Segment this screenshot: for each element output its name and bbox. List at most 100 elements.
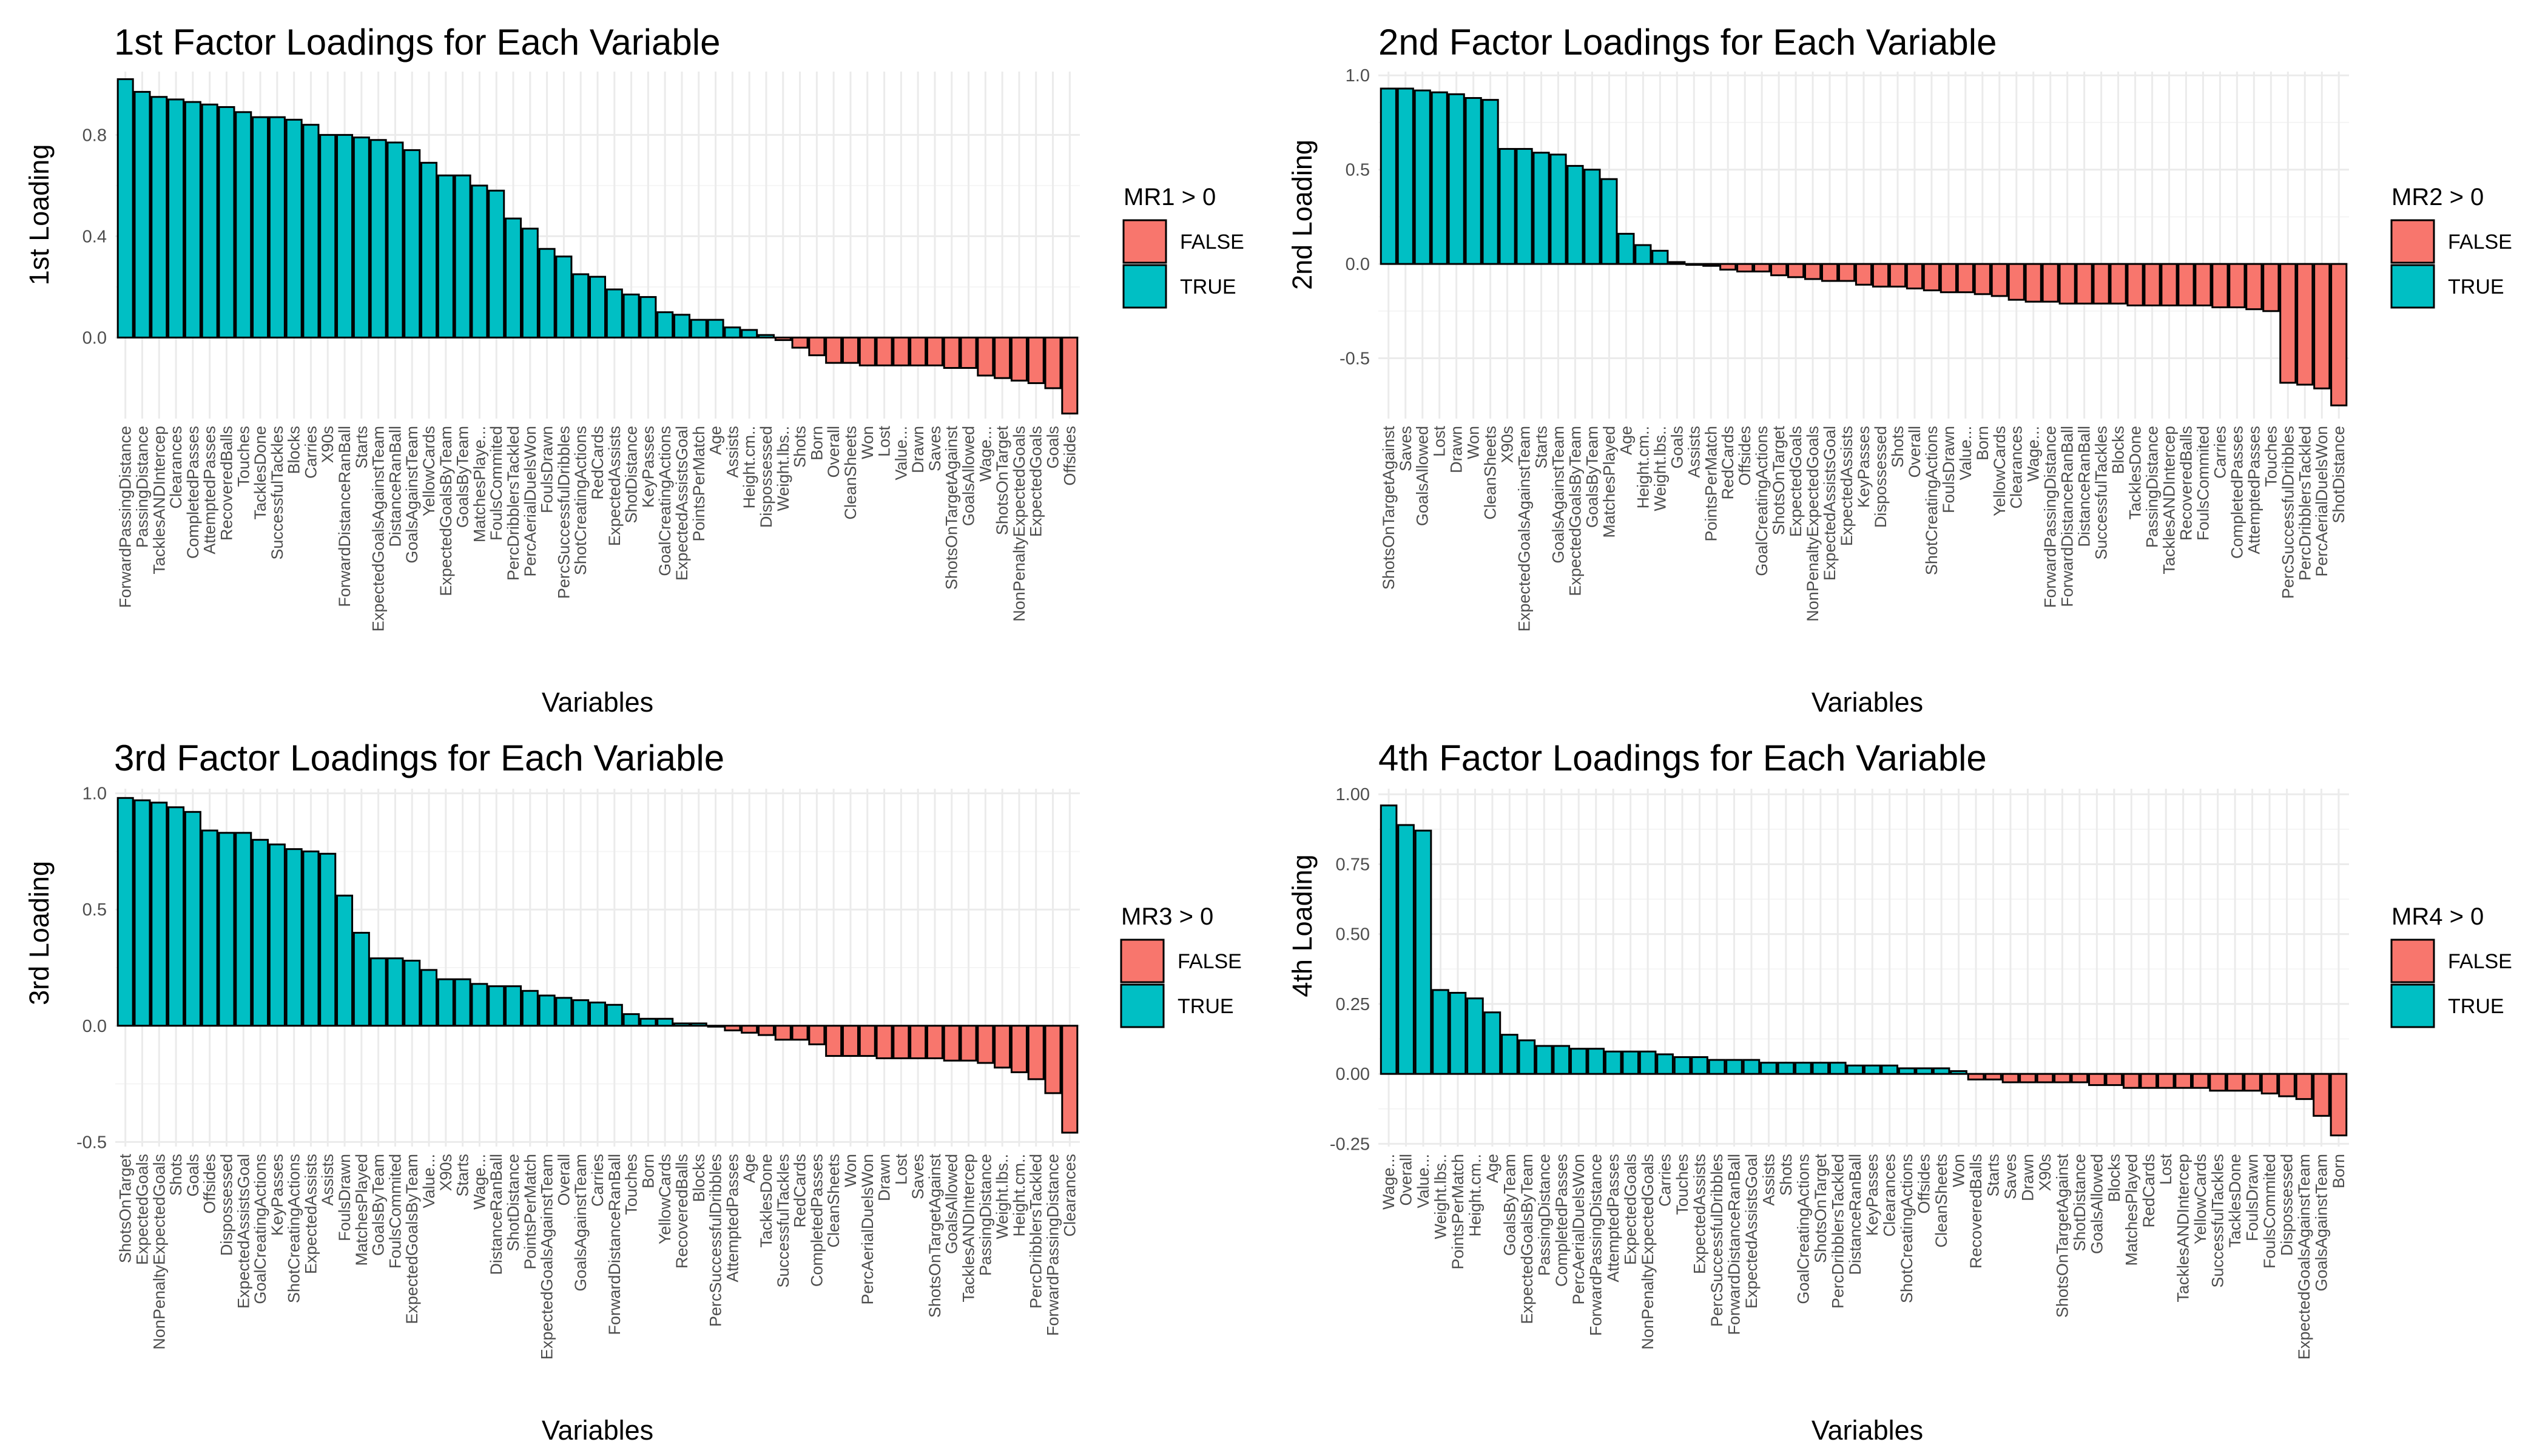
bar	[1915, 1067, 1933, 1075]
bar	[724, 1025, 741, 1031]
bar	[1795, 1062, 1812, 1075]
x-axis-title: Variables	[1812, 1415, 1923, 1446]
x-tick-label: Assists	[318, 1154, 337, 1206]
bar	[1702, 263, 1720, 267]
x-tick-label: ExpectedGoalsAgainstTeam	[538, 1154, 556, 1360]
x-tick-label: MatchesPlayed	[352, 1154, 371, 1266]
bar	[2071, 1073, 2089, 1084]
x-tick-label: TacklesDone	[757, 1154, 775, 1248]
x-tick-label: ShotsOnTarget	[1770, 426, 1788, 536]
x-tick-label: ShotDistance	[622, 426, 641, 524]
y-tick-label: 1.0	[83, 784, 107, 804]
bar	[825, 336, 843, 364]
x-tick-label: Value...	[1414, 1154, 1432, 1208]
bar	[1448, 93, 1465, 265]
x-tick-label: SuccessfulTackles	[268, 426, 286, 560]
x-tick-label: NonPenaltyExpectedGoals	[1010, 426, 1028, 622]
x-tick-label: YellowCards	[656, 1154, 674, 1244]
legend-label-true: TRUE	[1180, 275, 1236, 298]
plot-area	[115, 789, 1080, 1147]
y-tick-label: 0.4	[83, 227, 107, 246]
bar	[505, 217, 522, 339]
x-tick-label: DistanceRanBall	[1846, 1154, 1864, 1275]
bar	[1397, 824, 1415, 1075]
x-tick-label: Shots	[791, 426, 809, 468]
bar	[1719, 263, 1737, 271]
x-tick-label: NonPenaltyExpectedGoals	[1804, 426, 1822, 622]
x-tick-label: TacklesANDIntercep	[960, 1154, 978, 1303]
bar	[977, 336, 994, 377]
y-tick-label: 0.0	[83, 1017, 107, 1036]
x-tick-label: Drawn	[1448, 426, 1466, 473]
x-tick-label: RecoveredBalls	[1967, 1154, 1985, 1269]
chart-panel-factor-2: 2nd Factor Loadings for Each Variable 2n…	[1287, 22, 2512, 718]
bar	[1838, 263, 1856, 282]
bar	[1622, 1050, 1639, 1075]
bar	[488, 985, 505, 1027]
bar	[1027, 336, 1045, 385]
bar	[960, 336, 977, 369]
bar	[841, 1025, 859, 1057]
x-tick-label: ExpectedGoalsAgainstTeam	[2295, 1154, 2313, 1360]
legend-key-true	[1120, 983, 1165, 1028]
bar	[1725, 1059, 1743, 1075]
bar	[1863, 1064, 1881, 1075]
x-tick-label: PercDribblersTackled	[1027, 1154, 1045, 1309]
bar	[336, 894, 354, 1027]
x-tick-label: Assists	[723, 426, 741, 478]
bar	[1881, 1064, 1899, 1075]
bar	[791, 336, 809, 349]
x-tick-label: Age	[1483, 1154, 1502, 1183]
x-axis-title: Variables	[542, 1415, 653, 1446]
bar	[268, 843, 286, 1027]
x-tick-label: ExpectedAssists	[302, 1154, 320, 1274]
x-tick-label: Age	[707, 426, 725, 455]
x-tick-label: PercAerialDuelsWon	[521, 426, 539, 577]
bar	[352, 136, 370, 339]
bar	[588, 275, 607, 339]
x-tick-label: GoalCreatingActions	[251, 1154, 269, 1304]
x-tick-label: ForwardPassingDistance	[1587, 1154, 1605, 1336]
bar	[1535, 1045, 1553, 1075]
bar	[673, 314, 690, 339]
x-tick-label: SuccessfulTackles	[2209, 1154, 2227, 1288]
x-tick-label: ExpectedGoalsAgainstTeam	[1515, 426, 1534, 632]
bar	[2330, 1073, 2348, 1137]
y-tick-label: 1.00	[1336, 785, 1370, 804]
x-tick-label: Clearances	[2007, 426, 2026, 509]
x-tick-label: ShotsOnTargetAgainst	[1380, 426, 1398, 590]
x-tick-label: ExpectedAssists	[605, 426, 624, 546]
x-tick-label: PercDribblersTackled	[504, 426, 522, 581]
bar	[167, 806, 185, 1027]
bar	[1906, 263, 1924, 289]
bar	[2054, 1073, 2071, 1084]
bar	[690, 1022, 707, 1027]
bar	[960, 1025, 977, 1062]
x-tick-label: YellowCards	[2191, 1154, 2209, 1244]
bar	[488, 189, 505, 339]
bar	[386, 957, 404, 1027]
x-tick-label: KeyPasses	[1863, 1154, 1881, 1236]
bar	[218, 832, 235, 1027]
x-tick-label: Born	[807, 426, 826, 460]
bar	[994, 1025, 1011, 1069]
x-tick-label: PointsPerMatch	[1702, 426, 1720, 542]
x-tick-label: Height.cm..	[740, 426, 758, 509]
x-tick-label: PointsPerMatch	[1449, 1154, 1467, 1270]
bar	[1397, 87, 1414, 265]
bar	[2140, 1073, 2158, 1089]
x-tick-label: GoalsAgainstTeam	[2312, 1154, 2330, 1292]
bar	[302, 124, 320, 339]
x-tick-label: GoalCreatingActions	[656, 426, 674, 576]
x-tick-label: MatchesPlayed	[2122, 1154, 2140, 1266]
x-tick-label: PercSuccessfulDribbles	[2279, 426, 2297, 599]
bar	[1708, 1059, 1726, 1075]
x-tick-label: FoulsCommited	[2194, 426, 2212, 541]
bar	[1515, 147, 1533, 265]
bar	[420, 969, 438, 1027]
bar	[1846, 1064, 1864, 1075]
x-tick-label: Age	[1617, 426, 1635, 455]
x-tick-label: ShotCreatingActions	[1923, 426, 1941, 575]
x-tick-label: ExpectedAssists	[1691, 1154, 1709, 1274]
y-tick-label: 0.8	[83, 126, 107, 145]
